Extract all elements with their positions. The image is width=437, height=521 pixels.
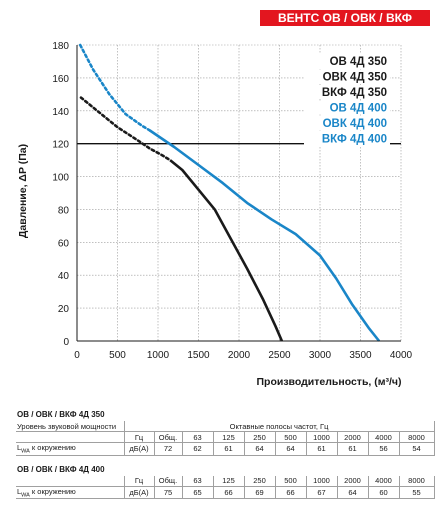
legend-entry: ОВ 4Д 400 [330, 103, 387, 115]
pressure-flow-chart: 0 500 1000 1500 2000 2500 3000 3500 4000 0 20 40 60 8… [17, 41, 413, 388]
freq-4000: 4000 [367, 475, 400, 487]
noise-table-400: Гц Общ. 63 125 250 500 1000 2000 4000 80… [16, 475, 435, 500]
legend-bg [304, 116, 390, 130]
level-8000: 54 [398, 442, 435, 456]
freq-250: 250 [243, 475, 276, 487]
curve-solid-3 [149, 129, 381, 342]
legend-bg [304, 85, 390, 99]
level-63: 62 [181, 442, 214, 456]
legend-bg [304, 100, 390, 115]
freq-63: 63 [181, 431, 214, 443]
chart-axes: 0 500 1000 1500 2000 2500 3000 3500 4000 0 20 40 60 8… [52, 41, 412, 361]
legend-entry: ОВ 4Д 350 [330, 56, 387, 68]
y-tick-label: 120 [52, 140, 69, 151]
freq-8000: 8000 [398, 431, 435, 443]
y-tick-label: 80 [58, 205, 70, 216]
freq-500: 500 [274, 475, 307, 487]
level-1000: 61 [305, 442, 338, 456]
y-tick-label: 140 [52, 107, 69, 118]
y-tick-label: 60 [58, 238, 70, 249]
x-tick-label: 1500 [187, 350, 210, 361]
legend-entry: ВКФ 4Д 400 [322, 134, 387, 146]
y-tick-label: 20 [58, 304, 70, 315]
x-tick-label: 1000 [147, 350, 170, 361]
level-total: 75 [153, 485, 183, 499]
level-63: 65 [181, 485, 214, 499]
row-label: Уровень звуковой мощности [16, 421, 125, 432]
octave-header: Октавные полосы частот, Гц [123, 421, 435, 432]
unit-db: дБ(А) [123, 442, 155, 456]
freq-4000: 4000 [367, 431, 400, 443]
y-tick-label: 0 [63, 337, 69, 348]
x-tick-label: 2000 [228, 350, 251, 361]
total-label: Общ. [153, 431, 183, 443]
unit-hz: Гц [123, 431, 155, 443]
y-tick-label: 100 [52, 173, 69, 184]
x-tick-label: 3500 [349, 350, 372, 361]
chart-legend: ОВ 4Д 350 ОВК 4Д 350 ВКФ 4Д 350 ОВ 4Д 400 ОВ… [304, 54, 390, 146]
x-axis-title: Производительность, (м³/ч) [256, 376, 401, 388]
legend-bg [304, 131, 390, 146]
legend-entry: ВКФ 4Д 350 [322, 87, 387, 99]
level-8000: 55 [398, 485, 435, 499]
spacer-cell [16, 475, 125, 487]
freq-125: 125 [212, 431, 245, 443]
level-1000: 67 [305, 485, 338, 499]
curve-layer [78, 43, 381, 342]
y-tick-label: 40 [58, 271, 70, 282]
legend-bg [304, 69, 390, 84]
freq-8000: 8000 [398, 475, 435, 487]
level-500: 64 [274, 442, 307, 456]
spacer-cell [16, 431, 125, 443]
unit-hz: Гц [123, 475, 155, 487]
freq-2000: 2000 [336, 475, 369, 487]
lwa-label: LWA к окружению [16, 442, 125, 456]
y-tick-label: 160 [52, 74, 69, 85]
level-125: 66 [212, 485, 245, 499]
total-label: Общ. [153, 475, 183, 487]
x-tick-label: 4000 [390, 350, 413, 361]
level-250: 64 [243, 442, 276, 456]
lwa-label: LWA к окружению [16, 485, 125, 499]
table-title-350: ОВ / ОВК / ВКФ 4Д 350 [17, 410, 105, 419]
level-4000: 56 [367, 442, 400, 456]
table-title-400: ОВ / ОВК / ВКФ 4Д 400 [17, 464, 105, 474]
level-250: 69 [243, 485, 276, 499]
y-tick-label: 180 [52, 41, 69, 52]
level-2000: 61 [336, 442, 369, 456]
level-total: 72 [153, 442, 183, 456]
freq-1000: 1000 [305, 475, 338, 487]
unit-db: дБ(А) [123, 485, 155, 499]
curve-dashed-0 [79, 96, 172, 162]
x-tick-label: 500 [109, 350, 126, 361]
level-500: 66 [274, 485, 307, 499]
freq-125: 125 [212, 475, 245, 487]
curve-solid-0 [169, 159, 284, 342]
curve-dashed-3 [78, 43, 152, 132]
freq-1000: 1000 [305, 431, 338, 443]
freq-250: 250 [243, 431, 276, 443]
level-4000: 60 [367, 485, 400, 499]
legend-entry: ОВК 4Д 400 [323, 118, 387, 130]
x-tick-label: 2500 [268, 350, 291, 361]
noise-tables: ОВ / ОВК / ВКФ 4Д 350 Уровень звуковой м… [16, 408, 435, 500]
y-axis-title: Давление, ΔP (Па) [17, 144, 29, 238]
freq-500: 500 [274, 431, 307, 443]
brand-tag: ВЕНТС ОВ / ОВК / ВКФ [260, 10, 430, 26]
freq-2000: 2000 [336, 431, 369, 443]
x-tick-label: 0 [74, 350, 80, 361]
legend-entry: ОВК 4Д 350 [323, 72, 387, 84]
noise-table-350: Уровень звуковой мощности Октавные полос… [16, 421, 435, 456]
legend-bg [304, 54, 390, 68]
level-125: 61 [212, 442, 245, 456]
freq-63: 63 [181, 475, 214, 487]
x-tick-label: 3000 [309, 350, 332, 361]
level-2000: 64 [336, 485, 369, 499]
